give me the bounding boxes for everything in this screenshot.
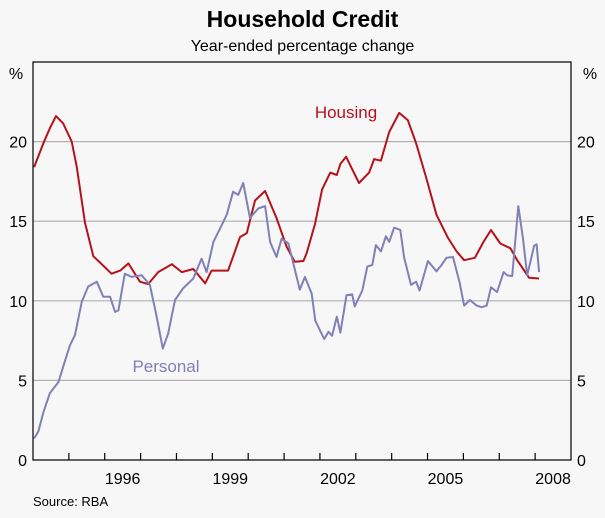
y-tick-label-right: 5 — [577, 373, 586, 390]
series-line-housing — [33, 111, 540, 286]
chart-title: Household Credit — [207, 6, 399, 32]
series-label-personal: Personal — [132, 357, 199, 376]
y-tick-label-left: 0 — [18, 453, 27, 470]
x-tick-label: 1999 — [212, 471, 248, 488]
x-tick-label: 1996 — [105, 471, 141, 488]
plot-frame — [32, 61, 572, 461]
y-tick-label-left: 15 — [9, 214, 27, 231]
y-axis-unit-left: % — [9, 66, 23, 83]
source-note: Source: RBA — [33, 494, 108, 509]
series-label-housing: Housing — [315, 103, 377, 122]
x-tick-label: 2008 — [535, 471, 571, 488]
y-tick-label-right: 20 — [577, 135, 595, 152]
y-tick-label-left: 10 — [9, 294, 27, 311]
y-tick-label-left: 20 — [9, 135, 27, 152]
x-tick-label: 2005 — [428, 471, 464, 488]
y-tick-label-left: 5 — [18, 373, 27, 390]
y-tick-label-right: 15 — [577, 214, 595, 231]
series-line-personal — [33, 182, 541, 440]
y-tick-label-right: 0 — [577, 453, 586, 470]
y-tick-label-right: 10 — [577, 294, 595, 311]
y-axis-unit-right: % — [583, 66, 597, 83]
x-tick-label: 2002 — [320, 471, 356, 488]
chart-subtitle: Year-ended percentage change — [191, 38, 415, 55]
